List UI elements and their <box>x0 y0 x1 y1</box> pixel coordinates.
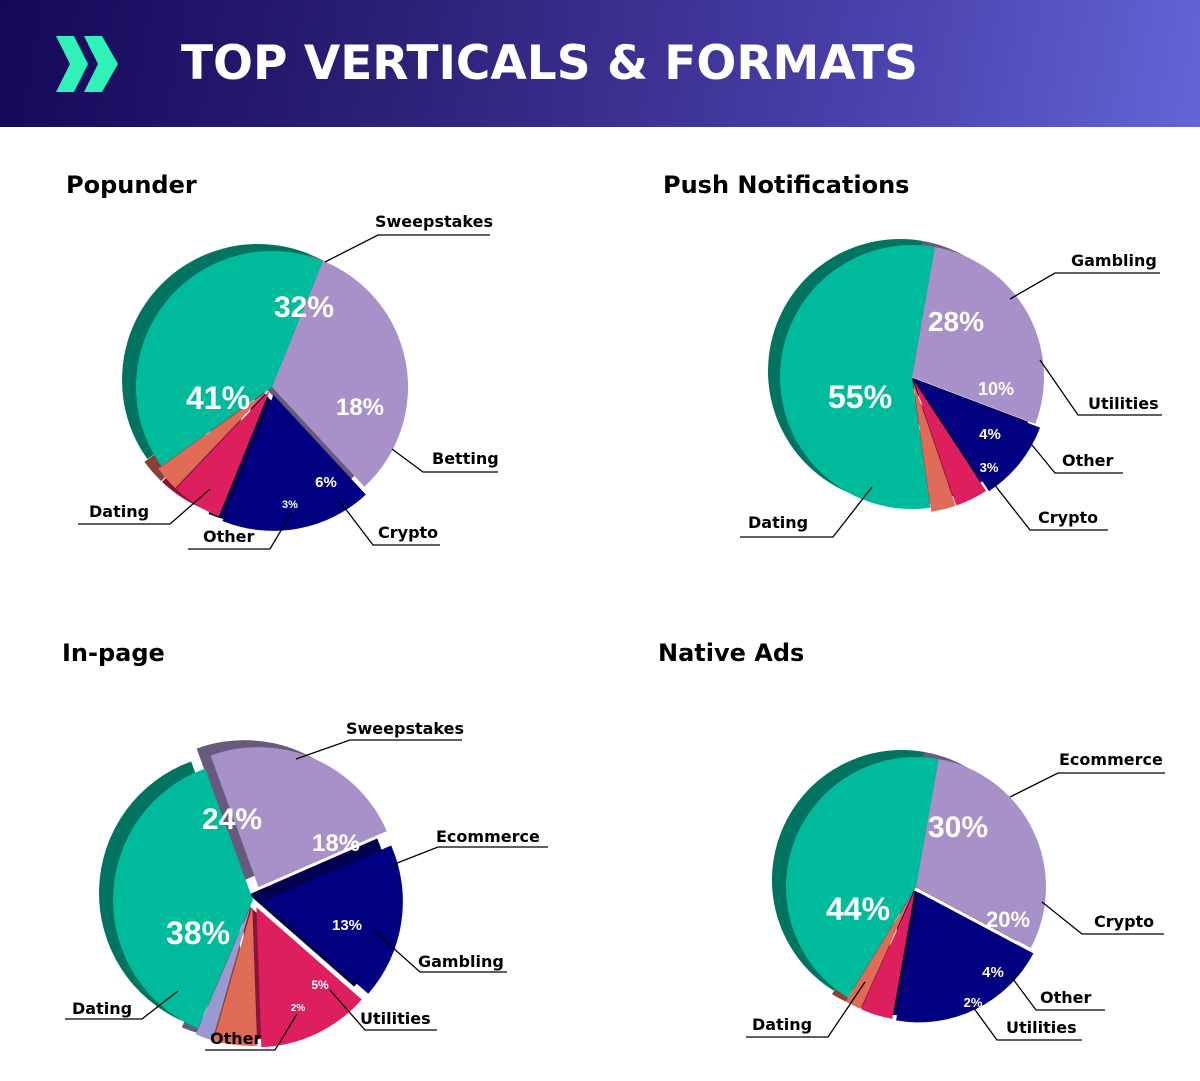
slice-percentage: 38% <box>166 915 230 951</box>
leader-line <box>205 1013 298 1051</box>
slice-label: Dating <box>748 513 808 532</box>
leader-line <box>329 989 437 1031</box>
pie-slice-dating <box>112 768 254 1029</box>
slice-percentage: 20% <box>986 907 1030 932</box>
slice-label: Other <box>1062 451 1113 470</box>
slice-label: Crypto <box>1038 508 1098 527</box>
slice-label: Other <box>210 1029 261 1048</box>
leader-line <box>1039 359 1162 416</box>
slice-label: Utilities <box>1006 1018 1077 1037</box>
slice-label: Utilities <box>360 1009 431 1028</box>
pie-slice-crypto <box>896 892 1034 1023</box>
pie-slice-sweepstakes <box>210 747 387 888</box>
chart-panel-native-ads: Native Ads Ecommerce Crypto Other Utilities… <box>600 597 1200 1067</box>
leader-line <box>324 234 490 263</box>
pie-slice-betting <box>222 394 366 531</box>
slice-percentage: 32% <box>274 291 334 324</box>
pie-slice-other <box>158 389 269 489</box>
leader-line <box>1009 974 1105 1011</box>
double-chevron-right-icon <box>56 36 118 92</box>
slice-label: Ecommerce <box>1059 750 1163 769</box>
slice-label: Dating <box>752 1015 812 1034</box>
pie-slice-ecommerce <box>916 758 1046 949</box>
slice-percentage: 55% <box>828 379 892 415</box>
chart-title: Popunder <box>66 171 197 199</box>
chart-panel-in-page: In-page Sweepstakes Ecommerce Gambling Util… <box>0 597 600 1067</box>
slice-label: Betting <box>432 449 499 468</box>
slice-label: Crypto <box>378 523 438 542</box>
pie-slice-crypto <box>912 380 956 512</box>
pie-slice-utilities <box>846 890 915 1009</box>
slice-percentage: 6% <box>315 474 337 491</box>
pie-slice-gambling <box>256 907 362 1048</box>
leader-line <box>972 1006 1082 1041</box>
slice-percentage: 18% <box>312 830 360 857</box>
pie-slice-utilities <box>213 905 258 1046</box>
leader-line <box>740 486 873 538</box>
pie-chart-in-page: Sweepstakes Ecommerce Gambling Utilities Oth… <box>65 719 548 1051</box>
chart-panel-push-notifications: Push Notifications Gambling Utilities Othe… <box>600 127 1200 597</box>
pie-slice-gambling <box>912 247 1044 424</box>
pie-slice-dating <box>785 756 939 998</box>
pie-slice-other <box>861 890 915 1019</box>
leader-line <box>372 929 507 973</box>
pie-slice-ecommerce <box>262 845 403 994</box>
pie-slice-dating <box>779 245 935 510</box>
leader-line <box>65 990 179 1020</box>
slice-percentage: 4% <box>979 426 1001 443</box>
pie-chart-push-notifications: Gambling Utilities Other Crypto Dating 28% 10%… <box>740 239 1162 538</box>
leader-line <box>337 498 440 546</box>
slice-percentage: 24% <box>202 803 262 836</box>
slice-percentage: 3% <box>980 460 999 475</box>
slice-label: Sweepstakes <box>346 719 464 738</box>
pie-chart-popunder: Sweepstakes Betting Crypto Other Dating 32% 18… <box>78 212 499 550</box>
chart-panel-popunder: Popunder Sweepstakes Betting Crypto Other Da… <box>0 127 600 597</box>
leader-line <box>78 488 211 525</box>
slice-label: Ecommerce <box>436 827 540 846</box>
slice-percentage: 2% <box>291 1003 306 1014</box>
slice-label: Gambling <box>1071 251 1157 270</box>
pie-slice-utilities <box>916 380 1041 492</box>
leader-line <box>1009 772 1165 798</box>
slice-label: Other <box>203 527 254 546</box>
slice-percentage: 3% <box>282 499 298 511</box>
slice-percentage: 18% <box>336 394 384 421</box>
slice-label: Dating <box>72 999 132 1018</box>
pie-slice-other <box>195 905 251 1041</box>
pie-slice-sweepstakes <box>272 260 409 487</box>
slice-percentage: 10% <box>978 379 1014 399</box>
slice-label: Sweepstakes <box>375 212 493 231</box>
slice-label: Other <box>1040 988 1091 1007</box>
leader-line <box>188 511 293 550</box>
slice-label: Crypto <box>1094 912 1154 931</box>
slice-percentage: 41% <box>186 380 250 416</box>
leader-line <box>1009 272 1160 300</box>
slice-percentage: 28% <box>928 306 984 337</box>
page-title: TOP VERTICALS & FORMATS <box>181 36 918 91</box>
pie-slice-dating <box>135 250 323 467</box>
chart-title: In-page <box>62 639 165 667</box>
slice-percentage: 4% <box>982 964 1004 981</box>
pie-chart-native-ads: Ecommerce Crypto Other Utilities Dating 30% 20… <box>746 749 1165 1041</box>
leader-line <box>391 448 498 473</box>
leader-line <box>1031 444 1123 474</box>
slice-percentage: 13% <box>332 917 362 934</box>
slice-percentage: 5% <box>311 978 329 992</box>
pie-slice-crypto <box>176 390 270 517</box>
slice-label: Utilities <box>1088 394 1159 413</box>
chart-title: Native Ads <box>658 639 805 667</box>
leader-line <box>295 739 462 760</box>
slice-label: Gambling <box>418 952 504 971</box>
chart-title: Push Notifications <box>663 171 910 199</box>
leader-line <box>1041 901 1164 935</box>
leader-line <box>989 478 1108 531</box>
slice-percentage: 30% <box>928 811 988 844</box>
leader-line <box>746 981 866 1038</box>
header-banner: TOP VERTICALS & FORMATS <box>0 0 1200 127</box>
slice-label: Dating <box>89 502 149 521</box>
slice-percentage: 2% <box>964 995 983 1010</box>
slice-percentage: 44% <box>826 891 890 927</box>
leader-line <box>391 846 548 866</box>
pie-slice-other <box>913 380 987 506</box>
